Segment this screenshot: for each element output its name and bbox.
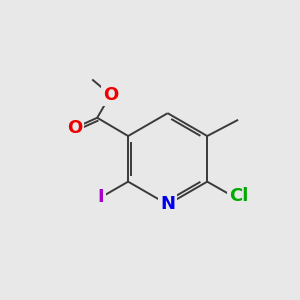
Text: O: O (103, 86, 118, 104)
Text: I: I (98, 188, 104, 206)
Text: Cl: Cl (229, 188, 248, 206)
Text: N: N (160, 196, 175, 214)
Text: O: O (67, 119, 82, 137)
